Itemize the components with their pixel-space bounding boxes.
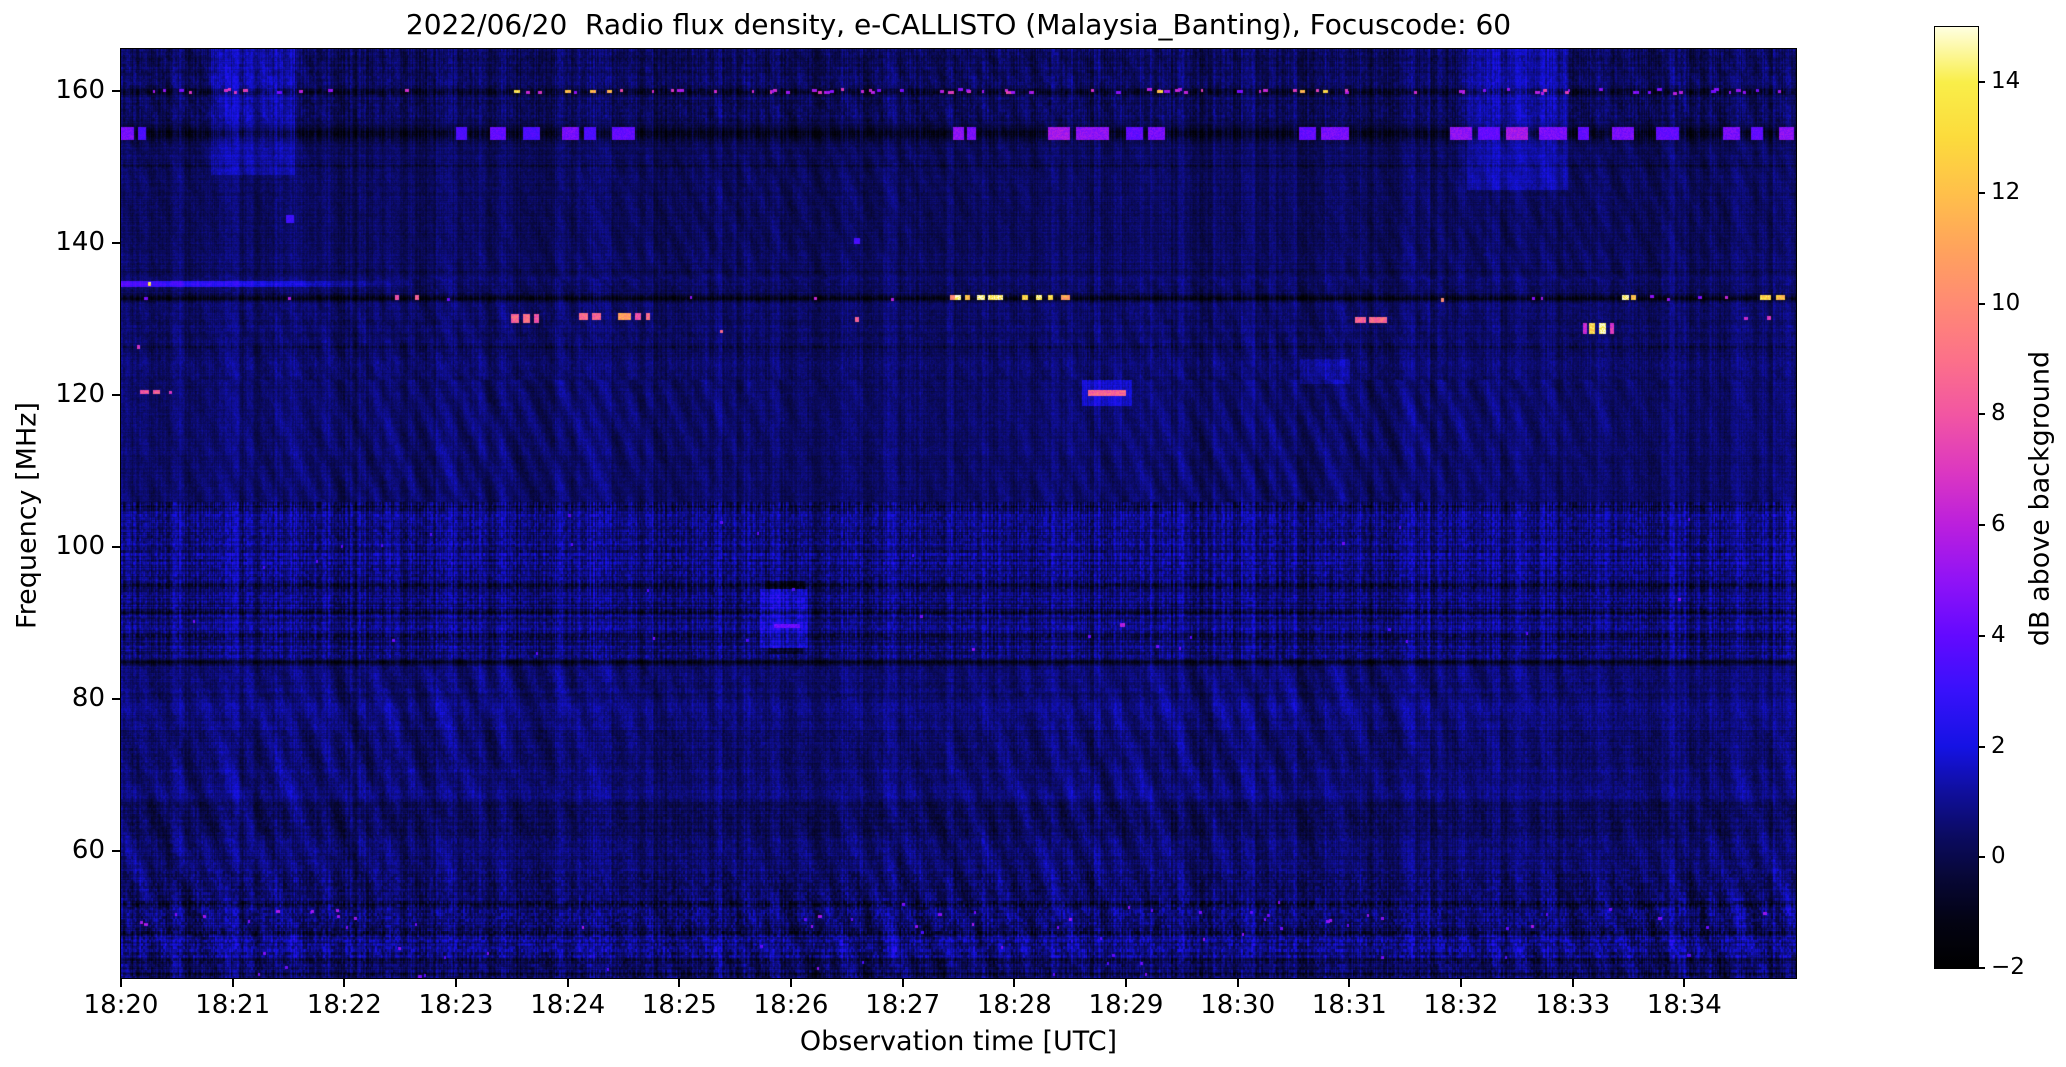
x-axis-label: Observation time [UTC] bbox=[799, 1026, 1118, 1057]
colorbar-tick-label: 10 bbox=[1991, 289, 2021, 316]
x-tick-mark bbox=[678, 978, 681, 987]
y-tick-label: 160 bbox=[55, 74, 105, 105]
x-tick-label: 18:32 bbox=[1423, 990, 1499, 1020]
x-tick-mark bbox=[455, 978, 457, 987]
colorbar-tick-label: −2 bbox=[1991, 954, 2025, 980]
spectrogram-canvas bbox=[121, 49, 1796, 978]
colorbar-tick-mark bbox=[1978, 745, 1985, 748]
plot-title: 2022/06/20 Radio flux density, e-CALLIST… bbox=[405, 8, 1512, 41]
x-tick-label: 18:31 bbox=[1311, 990, 1387, 1020]
x-tick-label: 18:30 bbox=[1200, 990, 1276, 1020]
colorbar-tick-mark bbox=[1978, 81, 1985, 84]
colorbar-tick-mark bbox=[1978, 967, 1985, 969]
x-tick-mark bbox=[343, 978, 346, 987]
colorbar-tick-mark bbox=[1978, 634, 1985, 637]
x-tick-label: 18:25 bbox=[641, 990, 717, 1020]
colorbar-tick-mark bbox=[1978, 524, 1985, 527]
y-tick-mark bbox=[112, 393, 121, 396]
x-tick-mark bbox=[231, 978, 234, 987]
x-tick-mark bbox=[1683, 978, 1686, 987]
colorbar-tick-mark bbox=[1978, 856, 1985, 859]
x-tick-label: 18:27 bbox=[865, 990, 941, 1020]
colorbar-tick-mark bbox=[1978, 302, 1985, 305]
x-tick-label: 18:21 bbox=[195, 990, 271, 1020]
x-tick-mark bbox=[1236, 978, 1239, 987]
x-tick-mark bbox=[1125, 978, 1127, 987]
colorbar-tick-label: 2 bbox=[1991, 732, 2006, 759]
colorbar-tick-label: 4 bbox=[1991, 621, 2006, 648]
colorbar-tick-mark bbox=[1978, 192, 1985, 195]
x-tick-mark bbox=[120, 978, 122, 987]
colorbar-tick-mark bbox=[1978, 413, 1985, 416]
x-tick-mark bbox=[901, 978, 904, 987]
y-tick-mark bbox=[112, 697, 121, 700]
x-tick-label: 18:22 bbox=[306, 990, 382, 1020]
colorbar-tick-label: 12 bbox=[1991, 179, 2021, 206]
x-tick-mark bbox=[566, 978, 569, 987]
x-tick-label: 18:33 bbox=[1535, 990, 1611, 1020]
colorbar-tick-label: 8 bbox=[1991, 400, 2006, 427]
x-tick-label: 18:29 bbox=[1088, 990, 1164, 1020]
x-tick-mark bbox=[790, 978, 792, 987]
y-tick-mark bbox=[112, 545, 121, 548]
colorbar-tick-label: 6 bbox=[1991, 511, 2006, 538]
y-tick-mark bbox=[112, 89, 121, 92]
x-tick-label: 18:20 bbox=[83, 990, 159, 1020]
colorbar-tick-label: 14 bbox=[1991, 68, 2021, 95]
x-tick-mark bbox=[1460, 978, 1462, 987]
x-tick-mark bbox=[1348, 978, 1351, 987]
y-axis-label: Frequency [MHz] bbox=[11, 402, 43, 629]
y-tick-label: 60 bbox=[71, 835, 105, 866]
x-tick-label: 18:26 bbox=[753, 990, 829, 1020]
y-tick-mark bbox=[112, 850, 121, 853]
y-tick-label: 120 bbox=[55, 378, 105, 409]
y-tick-label: 140 bbox=[55, 226, 105, 257]
y-tick-mark bbox=[112, 241, 121, 244]
x-tick-label: 18:23 bbox=[418, 990, 494, 1020]
y-tick-label: 80 bbox=[71, 682, 105, 713]
y-tick-label: 100 bbox=[55, 530, 105, 561]
x-tick-mark bbox=[1013, 978, 1016, 987]
x-tick-mark bbox=[1571, 978, 1574, 987]
colorbar-tick-label: 0 bbox=[1991, 843, 2006, 870]
x-tick-label: 18:24 bbox=[530, 990, 606, 1020]
x-tick-label: 18:28 bbox=[976, 990, 1052, 1020]
colorbar-label: dB above background bbox=[2024, 350, 2056, 647]
x-tick-label: 18:34 bbox=[1646, 990, 1722, 1020]
colorbar-gradient bbox=[1935, 27, 1978, 968]
